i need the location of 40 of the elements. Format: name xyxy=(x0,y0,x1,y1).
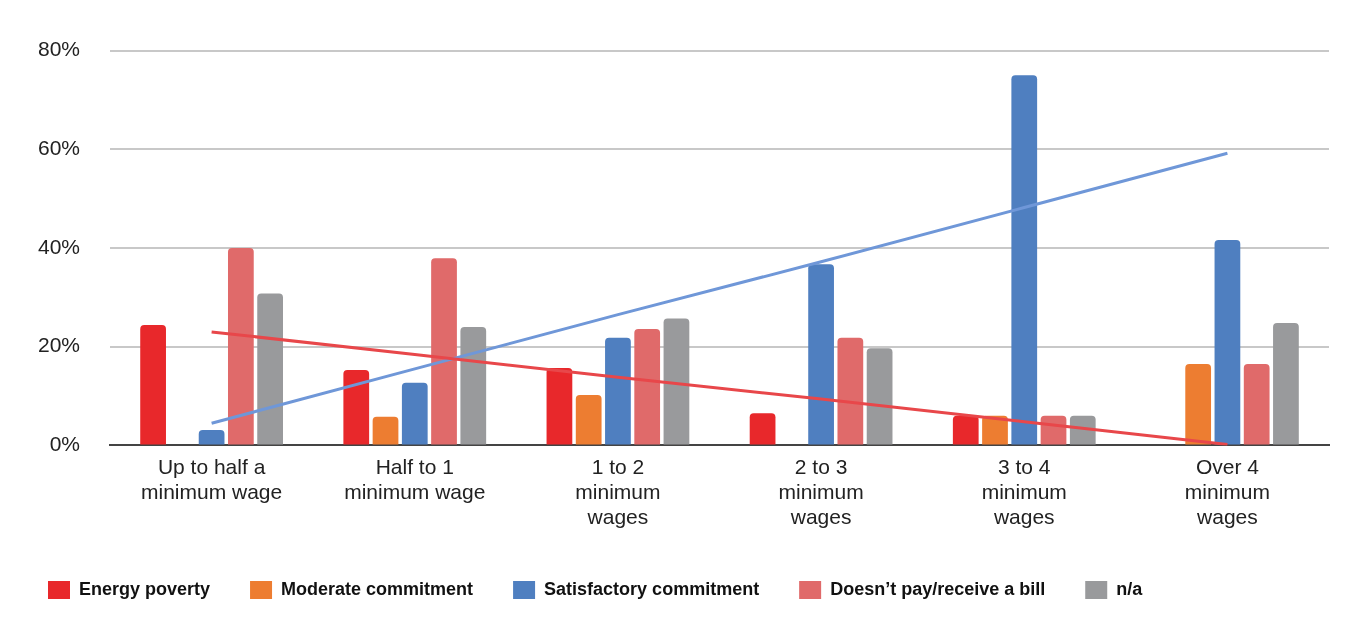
bar xyxy=(227,248,254,445)
y-tick-label: 20% xyxy=(38,333,81,357)
bar xyxy=(605,337,631,445)
bar xyxy=(140,324,166,445)
bar xyxy=(1214,240,1241,445)
bar xyxy=(1011,75,1038,445)
x-tick-label: Half to 1 minimum wage xyxy=(344,454,486,503)
x-tick-label: 2 to 3 minimum wages xyxy=(778,454,864,529)
bar xyxy=(546,367,573,445)
bar xyxy=(837,337,864,445)
bar xyxy=(257,293,283,445)
bar xyxy=(1185,363,1212,445)
bar xyxy=(749,413,776,445)
y-tick-label: 40% xyxy=(38,234,81,258)
y-tick-label: 80% xyxy=(38,37,81,61)
x-tick-label: 1 to 2 minimum wages xyxy=(575,454,661,529)
bar xyxy=(431,258,457,445)
bar xyxy=(952,415,979,445)
x-tick-label: 3 to 4 minimum wages xyxy=(981,454,1067,529)
bar xyxy=(1243,363,1270,445)
bar xyxy=(401,382,428,445)
bar xyxy=(372,416,399,445)
legend-label: Moderate commitment xyxy=(281,578,474,599)
bar xyxy=(808,264,834,445)
bar xyxy=(460,326,487,445)
bar xyxy=(575,395,602,445)
bar xyxy=(663,318,690,445)
legend-label: n/a xyxy=(1116,578,1144,599)
legend-label: Energy poverty xyxy=(79,578,211,599)
y-tick-label: 60% xyxy=(38,136,81,160)
y-tick-label: 0% xyxy=(49,432,81,456)
legend-label: Doesn’t pay/receive a bill xyxy=(830,578,1046,599)
x-tick-label: Up to half a minimum wage xyxy=(141,454,283,503)
bar xyxy=(343,369,370,445)
bar xyxy=(198,430,225,445)
legend-label: Satisfactory commitment xyxy=(544,578,760,599)
x-tick-label: Over 4 minimum wages xyxy=(1184,454,1271,529)
bar xyxy=(1273,323,1299,445)
bar xyxy=(634,328,661,445)
bar xyxy=(866,348,893,445)
